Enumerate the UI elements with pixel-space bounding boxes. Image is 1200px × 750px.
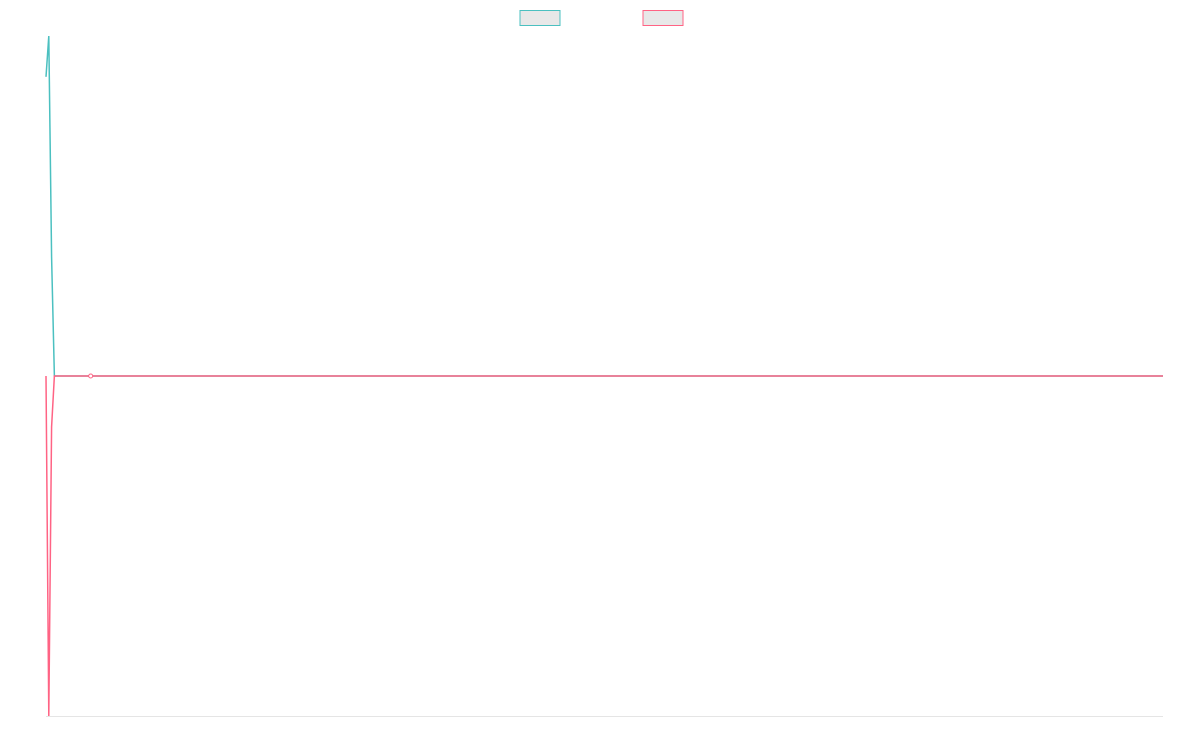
line-series	[45, 35, 1163, 377]
line-series	[45, 375, 1163, 717]
legend-swatch[interactable]	[642, 10, 684, 26]
legend-swatch[interactable]	[519, 10, 561, 26]
highlight-point	[88, 373, 94, 379]
